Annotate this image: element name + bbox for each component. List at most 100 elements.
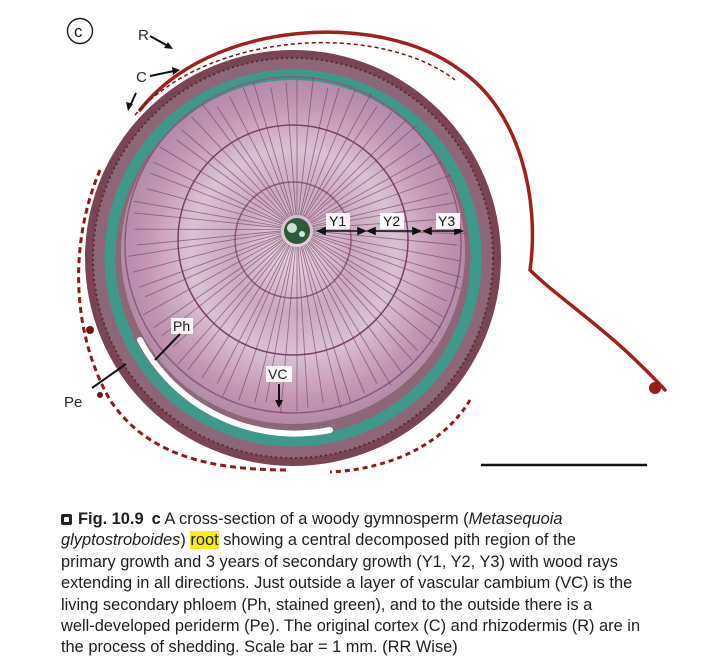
wood-ray — [242, 87, 293, 217]
caption-line-1: Fig. 10.9 c A cross-section of a woody gy… — [61, 509, 681, 530]
caption-line-6: well-developed periderm (Pe). The origin… — [61, 617, 641, 636]
cortex-rhizodermis-layer — [77, 30, 667, 474]
wood-ray — [252, 81, 294, 216]
svg-text:VC: VC — [268, 366, 287, 382]
wood-ray — [191, 116, 288, 219]
label-y2: Y2 — [380, 213, 404, 229]
wood-ray — [297, 246, 309, 408]
caption-line-2: glyptostroboides) root showing a central… — [61, 531, 576, 550]
wood-ray — [298, 76, 314, 216]
caption-line-4: extending in all directions. Just outsid… — [61, 574, 633, 593]
label-pe: Pe — [64, 363, 127, 411]
wood-ray — [128, 231, 282, 257]
growth-year-arrows — [315, 226, 465, 236]
svg-text:c: c — [74, 22, 83, 41]
pith-region — [284, 218, 310, 244]
wood-ray — [202, 104, 289, 218]
wood-ray — [147, 188, 283, 226]
svg-text:Ph: Ph — [173, 318, 190, 334]
caption-line-7: the process of shedding. Scale bar = 1 m… — [61, 638, 458, 657]
caption-line-3: primary growth and 3 years of secondary … — [61, 552, 618, 571]
wood-ray — [308, 125, 417, 221]
wood-ray — [311, 237, 444, 318]
wood-ray — [302, 89, 356, 217]
wood-ray — [312, 232, 460, 262]
wood-ray — [307, 119, 407, 220]
separation-gap — [137, 337, 333, 437]
svg-text:Y3: Y3 — [438, 213, 455, 229]
wood-ray — [303, 93, 372, 217]
wood-ray — [254, 246, 294, 403]
wood-ray — [133, 233, 282, 273]
arrow-shedding-layer — [126, 92, 137, 111]
wood-ray — [229, 96, 291, 217]
wood-ray — [222, 245, 291, 397]
figure-marker-icon — [61, 514, 72, 525]
wood-rays — [128, 76, 466, 414]
wood-ray — [312, 233, 460, 278]
wood-ray — [152, 238, 284, 329]
wood-ray — [216, 106, 290, 218]
wood-ray — [187, 242, 287, 371]
wood-ray — [280, 246, 296, 414]
wood-ray — [310, 153, 433, 223]
micrograph-figure: Y1 Y2 Y3 Ph VC c R — [64, 17, 667, 474]
wood-ray — [310, 238, 442, 329]
wood-ray — [134, 212, 282, 229]
wood-ray — [153, 161, 284, 224]
svg-text:Y1: Y1 — [329, 213, 346, 229]
wood-ray — [270, 87, 295, 216]
wood-ray — [305, 244, 392, 386]
svg-text:Pe: Pe — [64, 394, 82, 411]
wood-ray — [145, 235, 283, 298]
wood-ray — [301, 246, 352, 403]
label-y1: Y1 — [326, 213, 350, 229]
wood-ray — [176, 139, 286, 221]
figure-number: Fig. 10.9 — [78, 510, 144, 528]
label-y3: Y3 — [436, 213, 460, 229]
label-ph: Ph — [154, 318, 193, 361]
label-vc: VC — [266, 366, 292, 408]
wood-ray — [312, 230, 458, 246]
wood-ray — [136, 230, 282, 246]
svg-text:Y2: Y2 — [383, 213, 400, 229]
wood-ray — [312, 234, 461, 290]
wood-ray — [305, 112, 393, 219]
wood-ray — [308, 241, 418, 351]
secondary-phloem-ring — [104, 69, 482, 447]
wood-ray — [299, 87, 329, 216]
wood-ray — [311, 236, 447, 302]
wood-ray — [299, 246, 324, 403]
wood-ray — [285, 82, 297, 216]
figure-caption: Fig. 10.9 c A cross-section of a woody gy… — [61, 509, 681, 659]
caption-panel-letter: c — [151, 510, 161, 528]
wood-ray — [142, 237, 283, 316]
wood-ray — [159, 146, 285, 223]
svg-text:C: C — [136, 69, 147, 86]
wood-ray — [309, 239, 435, 344]
wood-ray — [216, 244, 290, 384]
wood-ray — [181, 129, 286, 221]
svg-text:R: R — [138, 27, 149, 44]
panel-letter-c: c — [66, 17, 94, 45]
wood-ray — [303, 245, 365, 394]
wood-ray — [304, 106, 378, 218]
wood-ray — [300, 87, 340, 216]
root-cross-section-image: Y1 Y2 Y3 Ph VC c R — [64, 17, 667, 474]
wood-ray — [300, 246, 342, 409]
label-r: R — [138, 27, 173, 49]
wood-ray — [306, 243, 403, 374]
wood-ray — [304, 244, 378, 384]
wood-ray — [238, 245, 292, 401]
highlighted-word: root — [190, 531, 219, 550]
wood-ray — [310, 161, 441, 224]
caption-line-5: living secondary phloem (Ph, stained gre… — [61, 595, 593, 614]
wood-ray — [309, 143, 421, 222]
wood-ray — [133, 200, 282, 228]
label-c: C — [136, 67, 180, 86]
wood-ray — [307, 242, 413, 361]
wood-ray — [150, 172, 283, 225]
wood-ray — [139, 234, 282, 288]
wood-ray — [201, 243, 289, 378]
wood-ray — [177, 242, 287, 365]
